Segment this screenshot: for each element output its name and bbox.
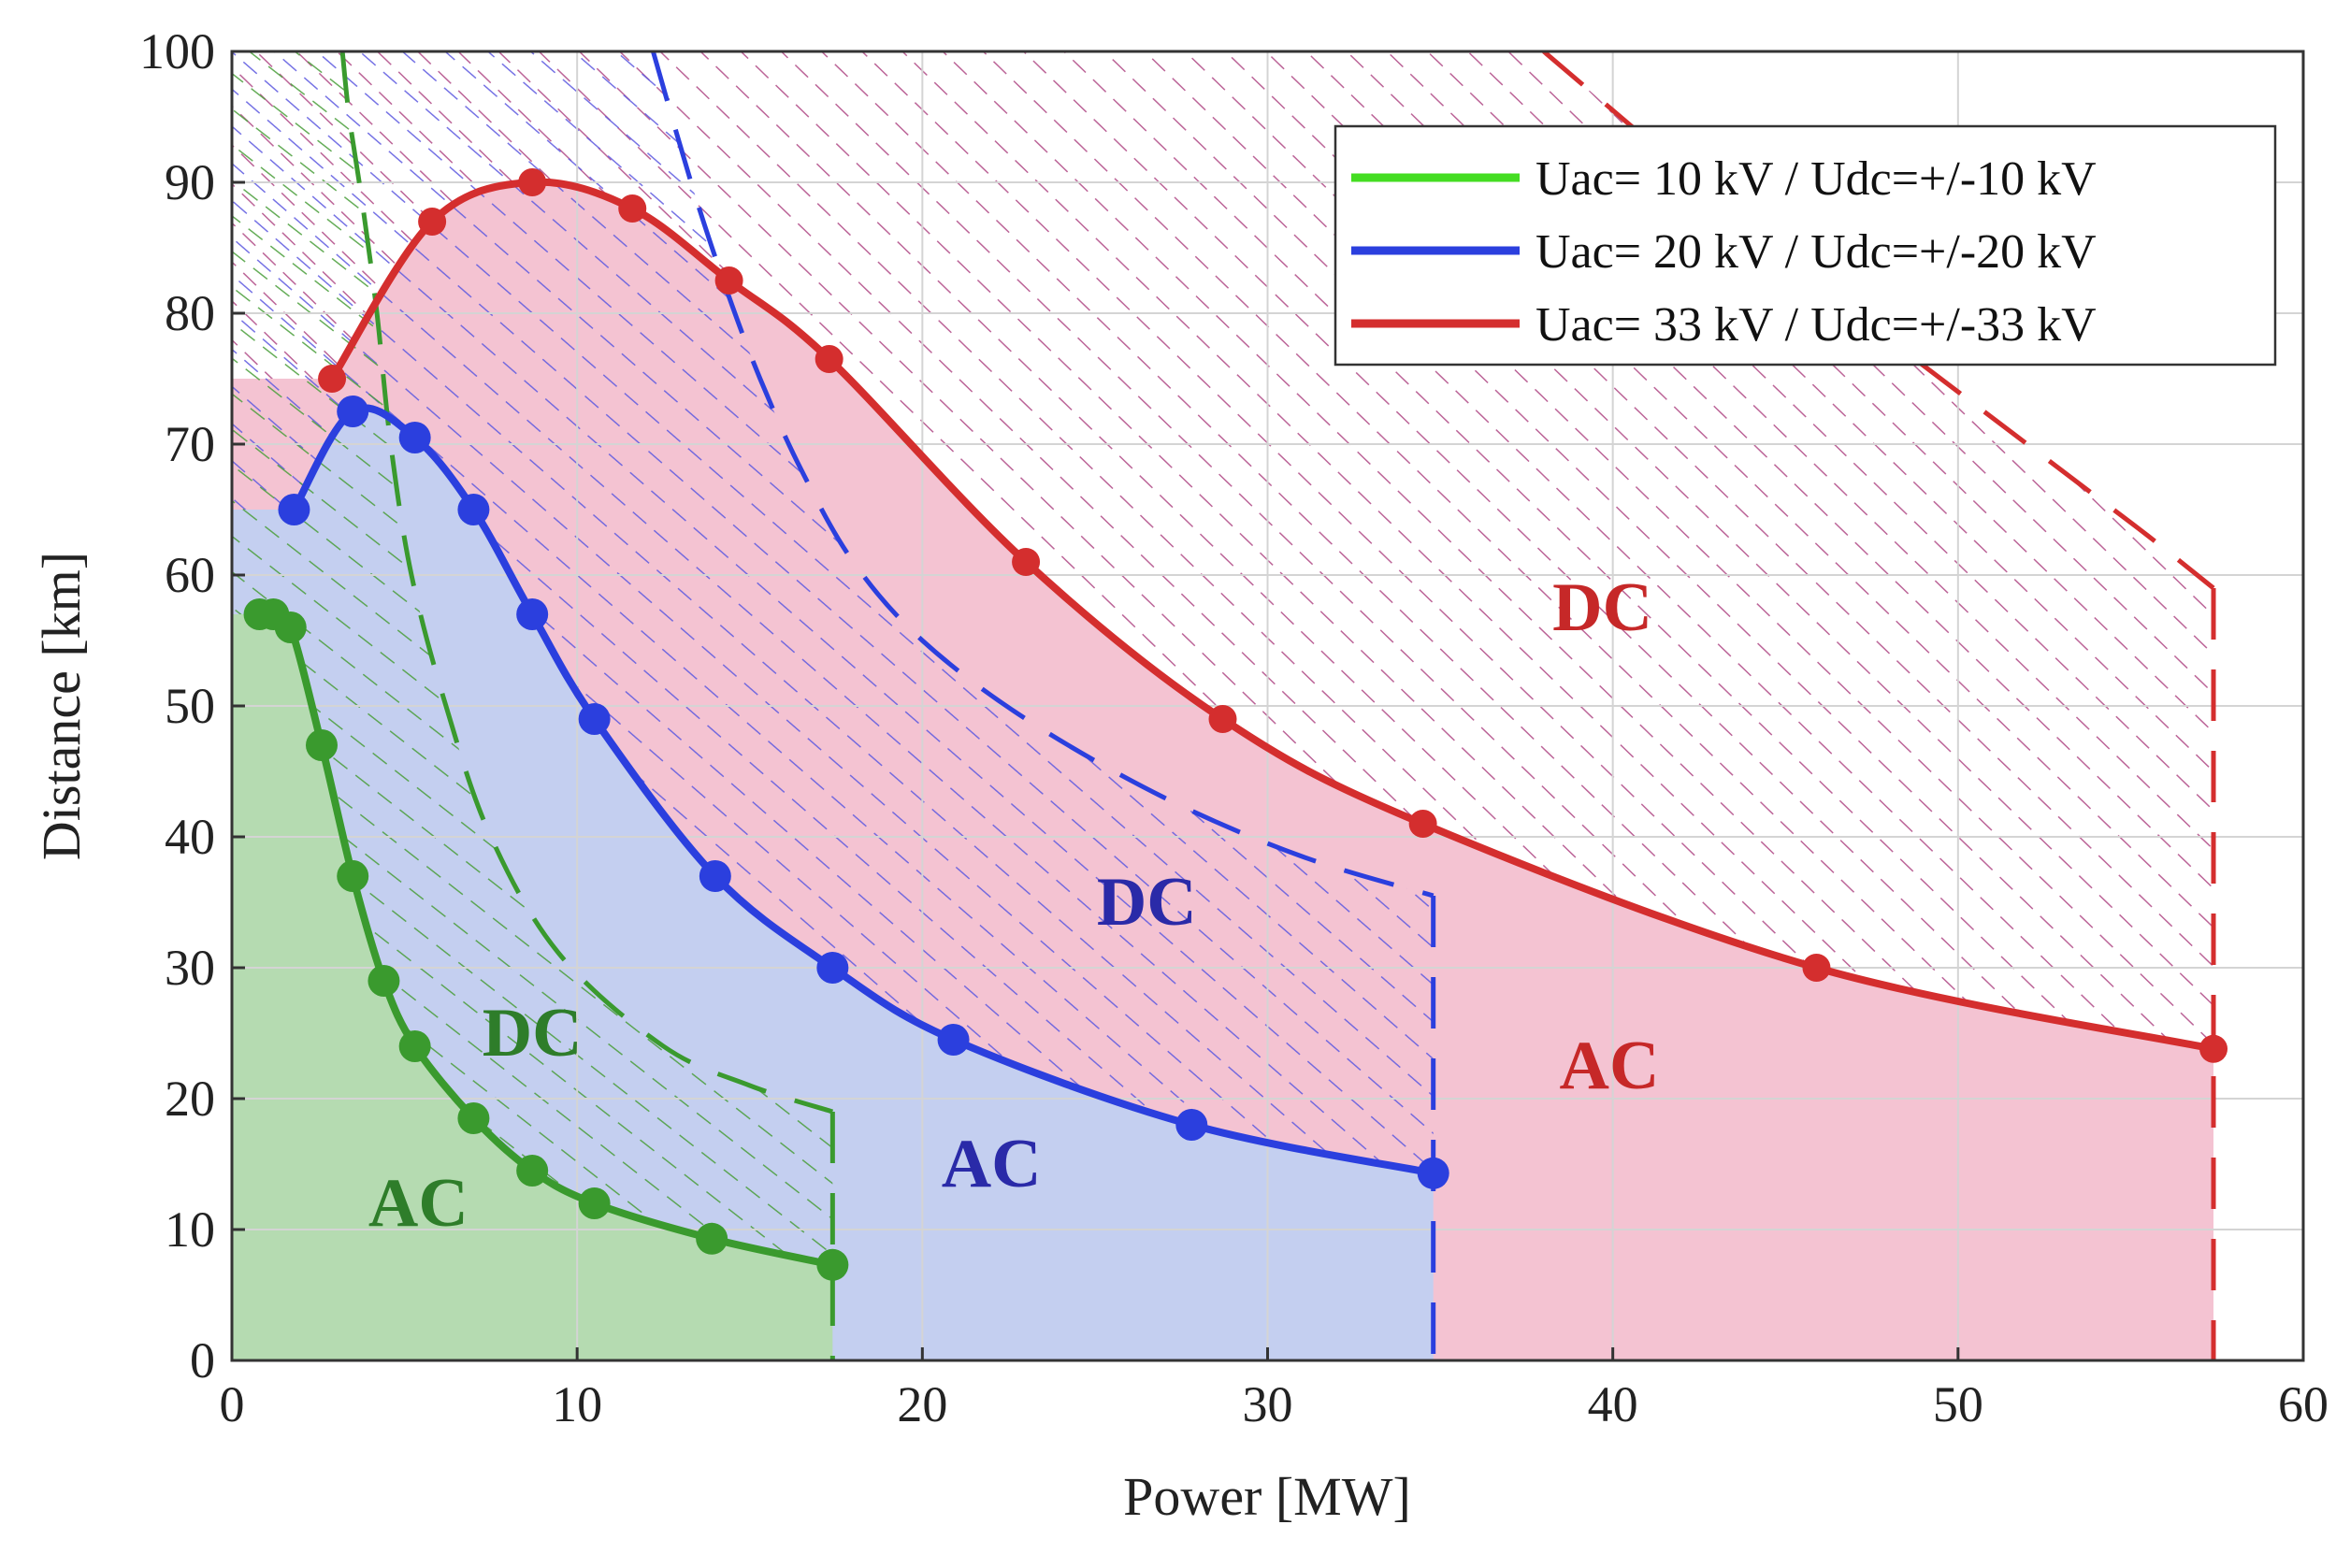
x-tick-label: 50 — [1933, 1376, 1983, 1432]
y-tick-label: 60 — [165, 547, 215, 603]
region-labels: DC AC DC AC DC AC — [368, 569, 1660, 1242]
data-point — [816, 1248, 849, 1281]
data-point — [937, 1024, 970, 1056]
x-tick-label: 40 — [1588, 1376, 1638, 1432]
y-tick-label: 40 — [165, 809, 215, 865]
data-point — [516, 598, 549, 630]
data-point — [1408, 810, 1437, 838]
data-point — [518, 168, 547, 196]
region-label: AC — [1560, 1028, 1660, 1104]
data-point — [578, 703, 611, 735]
data-point — [337, 396, 369, 427]
data-point — [516, 1155, 549, 1187]
data-point — [457, 494, 490, 525]
axis-ticks: 0 10 20 30 40 50 60 0 10 20 30 40 50 60 70 80 90 100 — [139, 23, 2328, 1432]
region-label: DC — [1552, 569, 1652, 646]
dc-hatch-region — [232, 51, 833, 1265]
x-axis-title: Power [MW] — [1123, 1466, 1411, 1527]
data-point — [1802, 954, 1831, 982]
x-tick-label: 0 — [220, 1376, 245, 1432]
data-point — [2199, 1034, 2228, 1063]
data-point — [1208, 705, 1237, 733]
ac-region-fill — [232, 612, 833, 1360]
data-point — [418, 208, 447, 236]
y-tick-label: 80 — [165, 285, 215, 341]
y-tick-label: 30 — [165, 940, 215, 996]
y-tick-label: 0 — [190, 1332, 215, 1388]
data-point — [318, 365, 347, 393]
y-tick-label: 90 — [165, 154, 215, 210]
data-point — [457, 1102, 490, 1134]
y-axis-title: Distance [km] — [31, 552, 92, 860]
x-tick-label: 30 — [1243, 1376, 1293, 1432]
data-point — [1175, 1109, 1208, 1141]
series-markers — [243, 168, 2228, 1281]
y-tick-label: 70 — [165, 416, 215, 472]
legend: Uac= 10 kV / Udc=+/-10 kV Uac= 20 kV / Ud… — [1334, 124, 2277, 367]
dc-hatch-region — [232, 51, 1434, 1173]
data-point — [699, 860, 731, 892]
x-tick-label: 10 — [552, 1376, 602, 1432]
region-label: AC — [368, 1165, 469, 1242]
y-tick-label: 20 — [165, 1071, 215, 1127]
data-point — [278, 494, 310, 525]
data-point — [618, 194, 647, 223]
data-point — [368, 965, 400, 997]
x-tick-label: 60 — [2278, 1376, 2328, 1432]
data-point — [696, 1222, 728, 1255]
data-point — [714, 266, 743, 295]
data-point — [305, 729, 338, 761]
region-label: DC — [483, 995, 583, 1072]
dc-limit-line — [651, 51, 1435, 899]
data-point — [816, 952, 849, 984]
region-label: AC — [942, 1126, 1042, 1202]
y-tick-label: 100 — [139, 23, 215, 79]
x-tick-label: 20 — [897, 1376, 947, 1432]
legend-label: Uac= 10 kV / Udc=+/-10 kV — [1535, 152, 2097, 206]
y-tick-label: 10 — [165, 1201, 215, 1258]
y-tick-label: 50 — [165, 678, 215, 734]
data-point — [398, 1030, 431, 1062]
legend-label: Uac= 33 kV / Udc=+/-33 kV — [1535, 298, 2097, 352]
legend-label: Uac= 20 kV / Udc=+/-20 kV — [1535, 225, 2097, 279]
dc-limit-line — [339, 51, 834, 1115]
region-label: DC — [1097, 864, 1197, 941]
data-point — [1012, 548, 1041, 576]
data-point — [1417, 1157, 1449, 1189]
data-point — [337, 860, 369, 892]
data-point — [815, 345, 843, 373]
data-point — [398, 422, 431, 453]
data-point — [274, 611, 307, 643]
data-point — [578, 1187, 611, 1219]
